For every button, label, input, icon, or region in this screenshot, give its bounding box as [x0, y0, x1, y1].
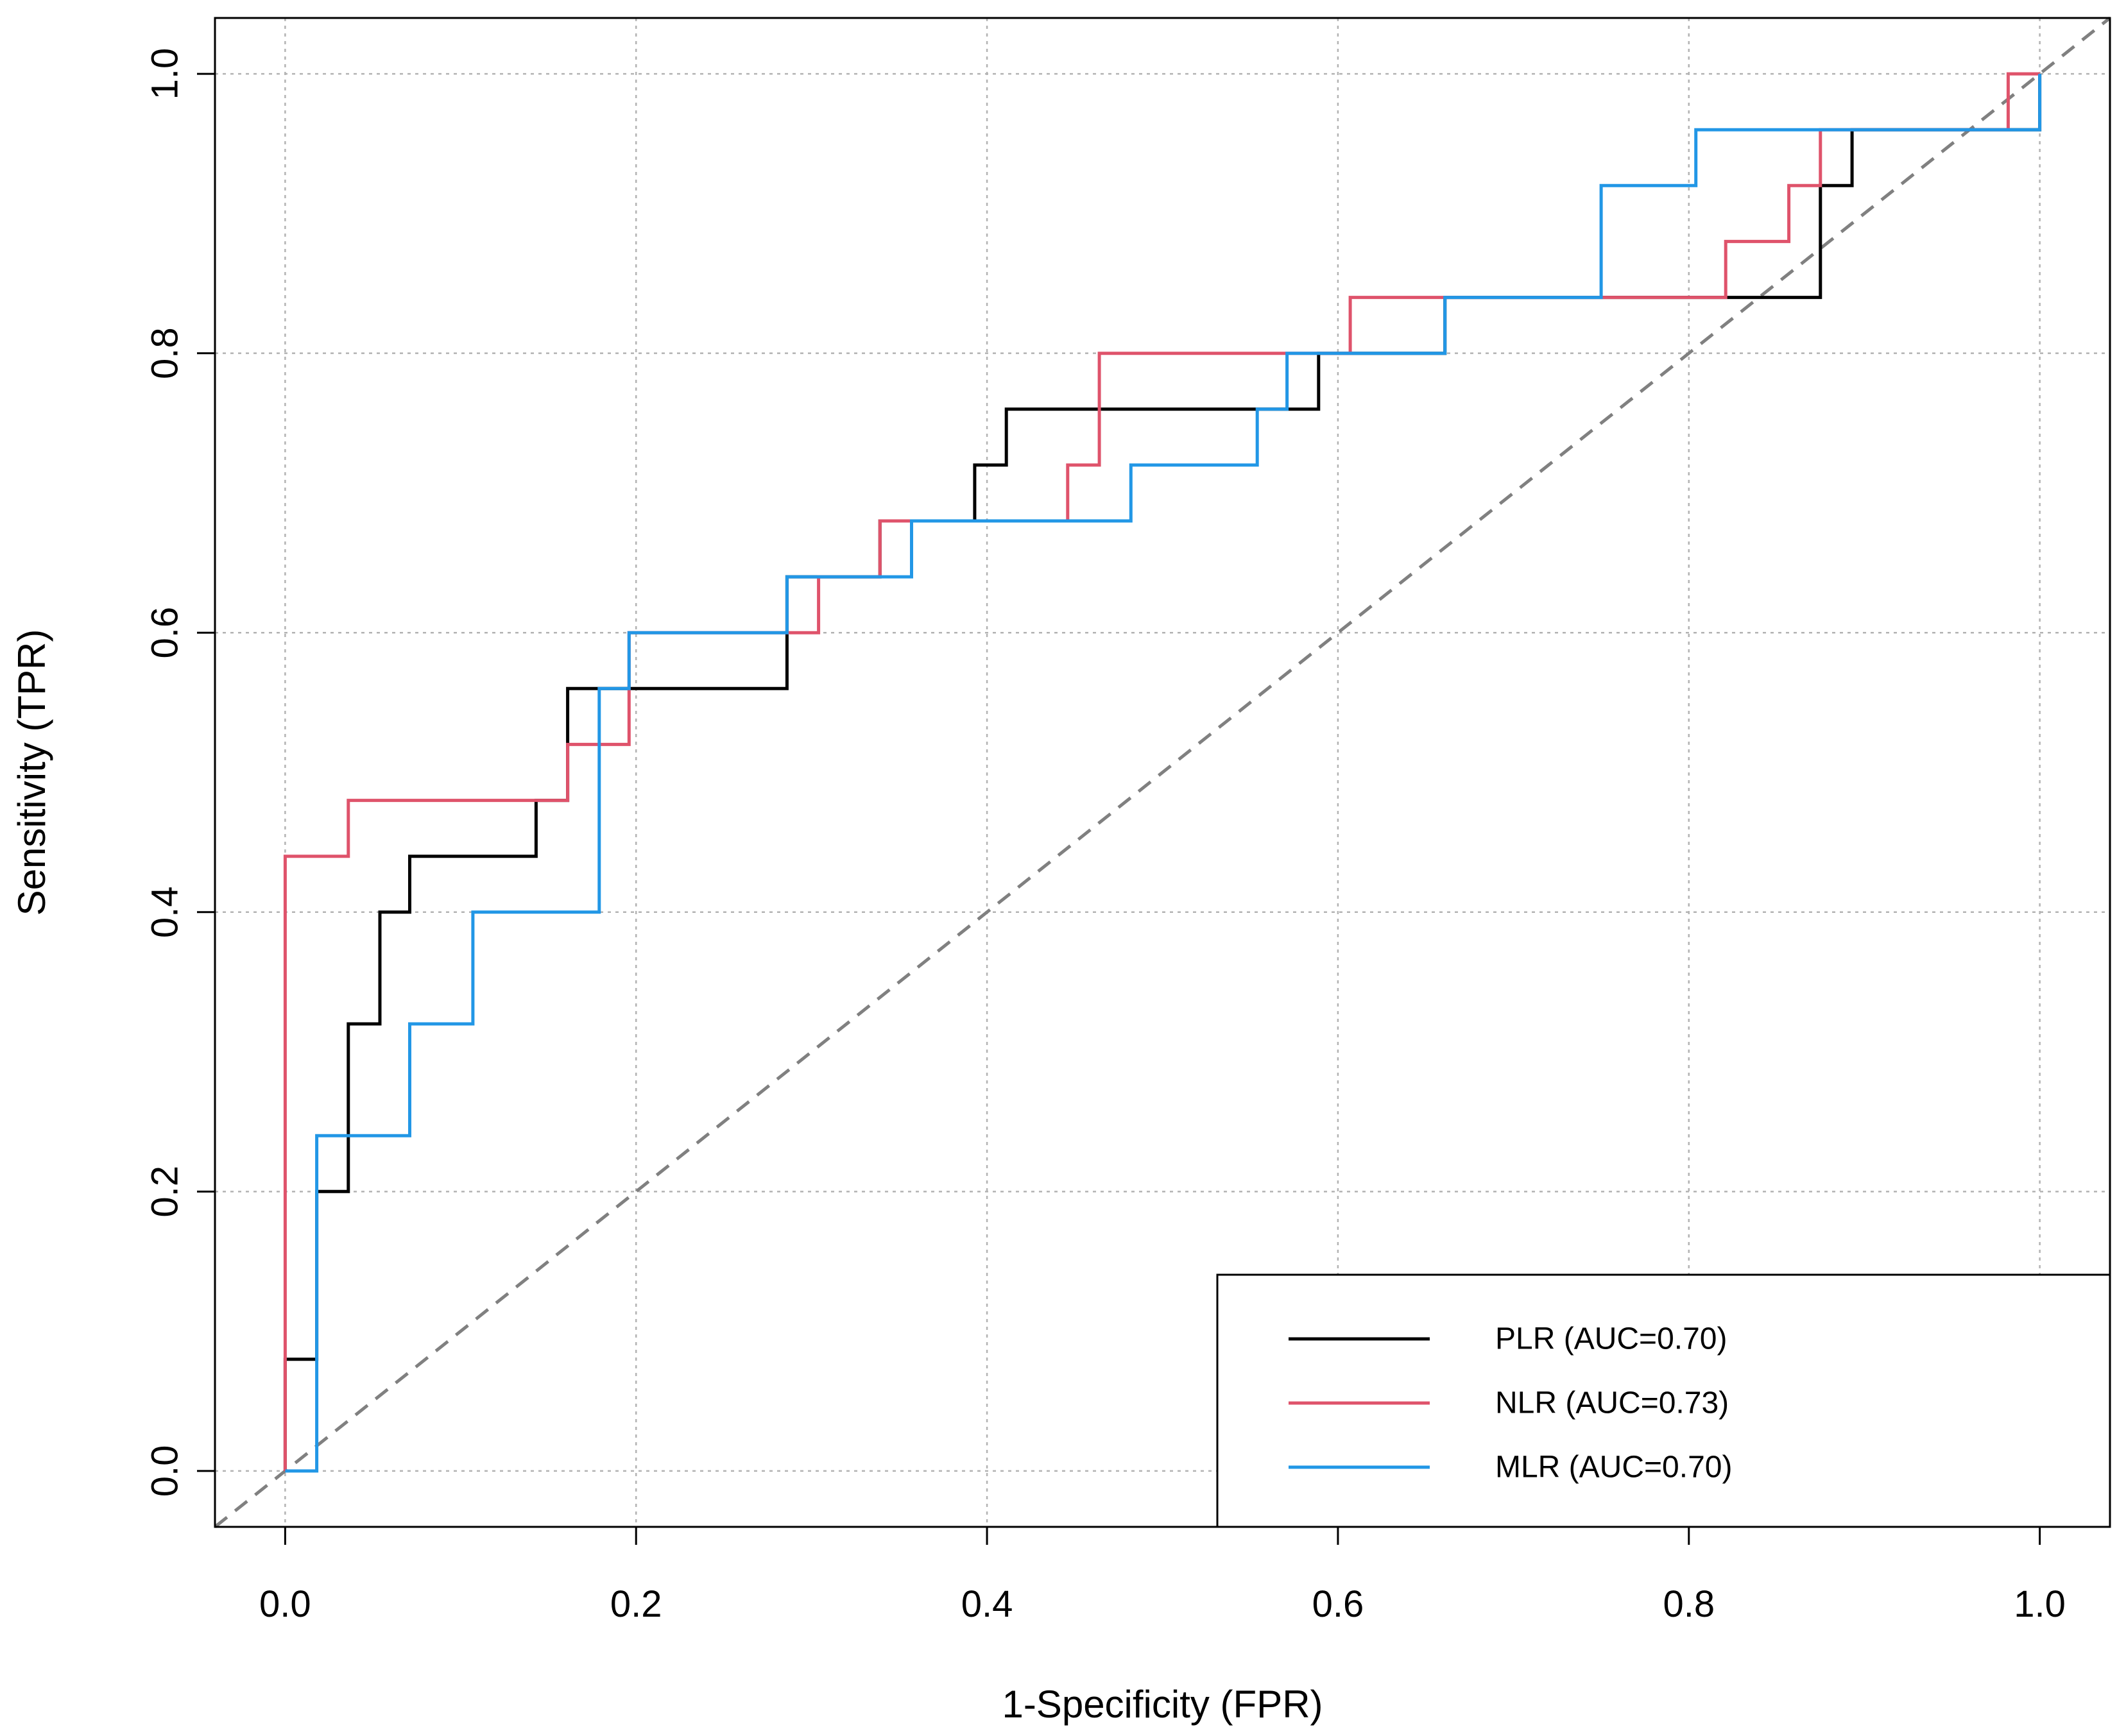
x-tick-label: 0.8 — [1663, 1583, 1715, 1625]
x-axis-title: 1-Specificity (FPR) — [1002, 1683, 1323, 1726]
reference-line-group — [214, 17, 2111, 1528]
x-tick-label: 0.4 — [961, 1583, 1013, 1625]
x-tick-label: 1.0 — [2014, 1583, 2066, 1625]
y-tick-label: 0.4 — [144, 886, 186, 938]
legend-label: NLR (AUC=0.73) — [1495, 1386, 1729, 1420]
series-group — [283, 72, 2042, 1473]
series-line-mlr — [285, 74, 2042, 1473]
x-tick-label: 0.6 — [1312, 1583, 1364, 1625]
plot-frame — [214, 17, 2111, 1528]
y-tick-label: 0.2 — [144, 1166, 186, 1218]
y-axis-title: Sensitivity (TPR) — [10, 629, 53, 916]
x-tick-label: 0.0 — [259, 1583, 311, 1625]
legend: PLR (AUC=0.70) NLR (AUC=0.73) MLR (AUC=0.7… — [1216, 1273, 2111, 1528]
y-tick-label: 0.0 — [144, 1445, 186, 1497]
legend-label: PLR (AUC=0.70) — [1495, 1322, 1727, 1356]
y-tick-label: 0.8 — [144, 327, 186, 379]
y-tick-label: 1.0 — [144, 48, 186, 100]
y-tick-label: 0.6 — [144, 607, 186, 659]
x-axis: 0.0 0.2 0.4 0.6 0.8 1.0 — [259, 1527, 2066, 1625]
legend-label: MLR (AUC=0.70) — [1495, 1451, 1732, 1485]
series-line-nlr — [283, 72, 2040, 1471]
y-axis: 0.0 0.2 0.4 0.6 0.8 1.0 — [144, 48, 215, 1497]
reference-diagonal — [214, 17, 2111, 1528]
legend-box — [1216, 1273, 2111, 1528]
x-tick-label: 0.2 — [610, 1583, 662, 1625]
